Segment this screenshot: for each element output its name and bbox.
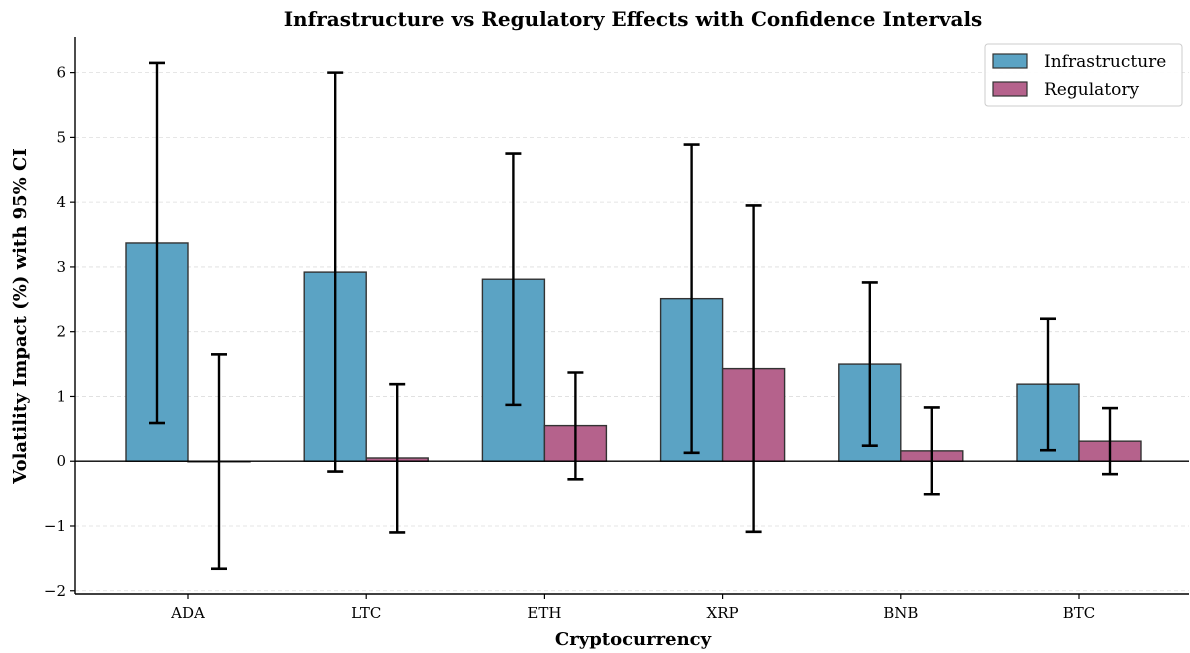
error-bar-infrastructure-ltc: [327, 71, 344, 473]
y-tick-label: 4: [56, 193, 66, 211]
chart-title: Infrastructure vs Regulatory Effects wit…: [284, 7, 983, 31]
legend-swatch-regulatory: [992, 81, 1028, 97]
y-tick-label: 6: [56, 64, 66, 82]
x-tick-label: ADA: [170, 604, 205, 622]
y-tick-label: −1: [44, 517, 66, 535]
x-axis-label: Cryptocurrency: [555, 629, 712, 650]
ticks: −2 −1 0 1 2 3 4 5 6 ADA LTC ETH XRP BNB BTC: [44, 64, 1095, 622]
error-bar-regulatory-ltc: [389, 382, 406, 534]
y-tick-label: 2: [56, 323, 66, 341]
error-bar-infrastructure-ada: [149, 61, 165, 425]
error-bar-infrastructure-eth: [505, 152, 522, 407]
x-tick-label: ETH: [527, 604, 561, 622]
y-tick-label: −2: [44, 582, 66, 600]
y-axis-label: Volatility Impact (%) with 95% CI: [10, 148, 31, 485]
legend: Infrastructure Regulatory: [984, 43, 1183, 107]
x-tick-label: BNB: [883, 604, 918, 622]
legend-swatch-infrastructure: [992, 53, 1028, 69]
error-bar-infrastructure-bnb: [861, 281, 878, 447]
legend-box: [984, 43, 1183, 107]
bars: [125, 242, 1142, 463]
y-tick-label: 5: [56, 128, 66, 146]
grid: [75, 72, 1189, 592]
error-bars: [149, 61, 1118, 571]
error-bar-regulatory-bnb: [923, 406, 940, 496]
legend-label-regulatory: Regulatory: [1044, 80, 1139, 100]
error-bar-regulatory-btc: [1102, 406, 1118, 476]
y-tick-label: 0: [56, 452, 66, 470]
y-tick-label: 3: [56, 258, 66, 276]
axes: [74, 37, 1189, 595]
y-tick-label: 1: [56, 387, 66, 405]
x-tick-label: LTC: [351, 604, 381, 622]
x-tick-label: BTC: [1063, 604, 1096, 622]
legend-label-infrastructure: Infrastructure: [1044, 52, 1166, 72]
x-tick-label: XRP: [707, 604, 739, 622]
error-bar-regulatory-xrp: [745, 204, 762, 534]
error-bar-infrastructure-xrp: [683, 143, 700, 455]
error-bar-infrastructure-btc: [1040, 317, 1056, 452]
